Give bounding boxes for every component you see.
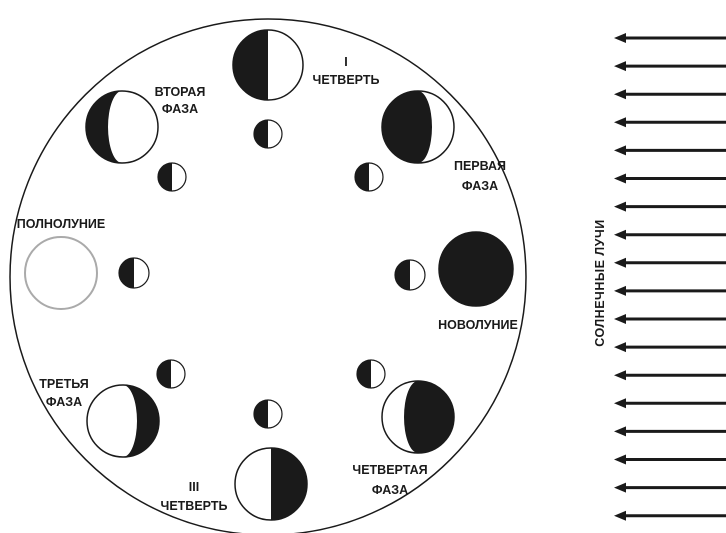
sun-ray-arrow <box>614 89 726 100</box>
inner-moon-right <box>394 259 426 291</box>
label-first-quarter-numeral: I <box>344 55 347 69</box>
sun-ray-arrow <box>614 61 726 72</box>
moon-third-quarter <box>234 447 308 521</box>
label-third-quarter-numeral: III <box>189 480 199 494</box>
inner-moon-left <box>118 257 150 289</box>
inner-moon-top-left <box>157 162 187 192</box>
orbit-circle <box>9 18 527 533</box>
sun-ray-arrow <box>614 285 726 296</box>
sun-ray-arrow <box>614 398 726 409</box>
label-second-phase-line2: ФАЗА <box>162 102 198 116</box>
sun-ray-arrow <box>614 229 726 240</box>
inner-moon-bottom-left <box>156 359 186 389</box>
label-third-quarter-word: ЧЕТВЕРТЬ <box>161 499 228 513</box>
moon-second-phase <box>85 90 159 164</box>
label-second-phase-line1: ВТОРАЯ <box>155 85 206 99</box>
label-first-quarter-word: ЧЕТВЕРТЬ <box>313 73 380 87</box>
sun-ray-arrow <box>614 510 726 521</box>
sun-ray-arrow <box>614 426 726 437</box>
label-third-phase-line2: ФАЗА <box>46 395 82 409</box>
sun-ray-arrow <box>614 201 726 212</box>
moon-new <box>438 231 514 307</box>
sun-ray-arrow <box>614 482 726 493</box>
label-first-phase-line2: ФАЗА <box>462 179 498 193</box>
moon-fourth-phase <box>381 380 455 454</box>
label-third-phase-line1: ТРЕТЬЯ <box>39 377 88 391</box>
label-first-phase-line1: ПЕРВАЯ <box>454 159 506 173</box>
sun-ray-arrow <box>614 257 726 268</box>
inner-moon-top <box>253 119 283 149</box>
sun-rays-arrows <box>614 33 726 521</box>
label-new-moon: НОВОЛУНИЕ <box>438 318 518 332</box>
sun-ray-arrow <box>614 117 726 128</box>
sun-ray-arrow <box>614 314 726 324</box>
sun-ray-arrow <box>614 454 726 465</box>
label-fourth-phase-line1: ЧЕТВЕРТАЯ <box>352 463 427 477</box>
label-fourth-phase-line2: ФАЗА <box>372 483 408 497</box>
inner-moon-bottom-right <box>356 359 386 389</box>
moon-first-phase <box>381 90 455 164</box>
label-sun-rays: СОЛНЕЧНЫЕ ЛУЧИ <box>593 219 607 346</box>
inner-moon-bottom <box>253 399 283 429</box>
moon-first-quarter <box>232 29 304 101</box>
label-full-moon: ПОЛНОЛУНИЕ <box>17 217 106 231</box>
sun-ray-arrow <box>614 173 726 184</box>
moon-third-phase <box>86 384 160 458</box>
inner-moon-top-right <box>354 162 384 192</box>
sun-ray-arrow <box>614 145 726 156</box>
sun-ray-arrow <box>614 342 726 353</box>
sun-ray-arrow <box>614 33 726 43</box>
sun-ray-arrow <box>614 370 726 381</box>
moon-full <box>24 236 98 310</box>
